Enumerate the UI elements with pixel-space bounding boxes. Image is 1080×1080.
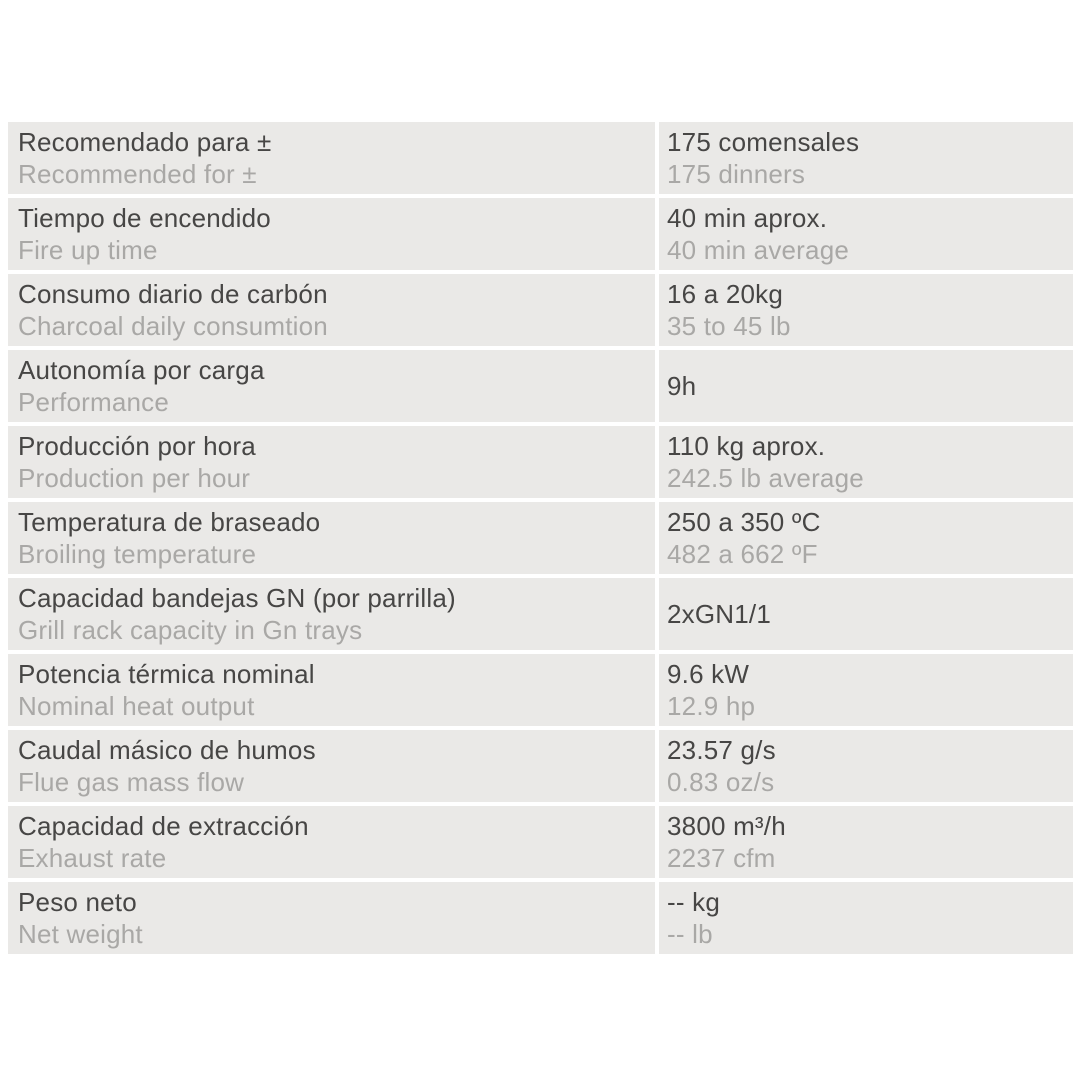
value-secondary: 2237 cfm [667, 843, 776, 873]
label-es: Temperatura de braseado [18, 507, 321, 537]
value-primary: 175 comensales [667, 127, 860, 157]
spec-value-cell: 40 min aprox. 40 min average [659, 198, 1073, 270]
spec-value-cell: 16 a 20kg 35 to 45 lb [659, 274, 1073, 346]
value-primary: 3800 m³/h [667, 811, 786, 841]
value-secondary: 482 a 662 ºF [667, 539, 818, 569]
value-primary: 16 a 20kg [667, 279, 784, 309]
value-primary: 40 min aprox. [667, 203, 828, 233]
spec-label-cell: Temperatura de braseado Broiling tempera… [8, 502, 655, 574]
value-secondary: 35 to 45 lb [667, 311, 791, 341]
spec-label-cell: Caudal másico de humos Flue gas mass flo… [8, 730, 655, 802]
spec-label-cell: Peso neto Net weight [8, 882, 655, 954]
spec-label-cell: Autonomía por carga Performance [8, 350, 655, 422]
label-es: Consumo diario de carbón [18, 279, 328, 309]
label-es: Tiempo de encendido [18, 203, 271, 233]
value-primary: 110 kg aprox. [667, 431, 826, 461]
spec-value-cell: 175 comensales 175 dinners [659, 122, 1073, 194]
label-en: Production per hour [18, 463, 251, 493]
label-en: Nominal heat output [18, 691, 255, 721]
label-en: Net weight [18, 919, 143, 949]
label-es: Peso neto [18, 887, 137, 917]
value-secondary: 175 dinners [667, 159, 806, 189]
label-en: Charcoal daily consumtion [18, 311, 328, 341]
spec-value-cell: 2xGN1/1 [659, 578, 1073, 650]
label-en: Recommended for ± [18, 159, 257, 189]
label-es: Recomendado para ± [18, 127, 272, 157]
label-es: Caudal másico de humos [18, 735, 316, 765]
label-en: Fire up time [18, 235, 158, 265]
spec-value-cell: -- kg -- lb [659, 882, 1073, 954]
label-es: Potencia térmica nominal [18, 659, 315, 689]
value-secondary: 0.83 oz/s [667, 767, 775, 797]
spec-value-cell: 9h [659, 350, 1073, 422]
label-es: Capacidad bandejas GN (por parrilla) [18, 583, 456, 613]
spec-row-net-weight: Peso neto Net weight -- kg -- lb [8, 882, 1073, 954]
spec-row-exhaust-rate: Capacidad de extracción Exhaust rate 380… [8, 806, 1073, 878]
value-primary: 9h [667, 371, 697, 401]
spec-row-nominal-heat-output: Potencia térmica nominal Nominal heat ou… [8, 654, 1073, 726]
spec-value-cell: 3800 m³/h 2237 cfm [659, 806, 1073, 878]
spec-row-broiling-temperature: Temperatura de braseado Broiling tempera… [8, 502, 1073, 574]
label-es: Autonomía por carga [18, 355, 265, 385]
label-es: Capacidad de extracción [18, 811, 309, 841]
spec-label-cell: Tiempo de encendido Fire up time [8, 198, 655, 270]
spec-row-charcoal-consumption: Consumo diario de carbón Charcoal daily … [8, 274, 1073, 346]
value-primary: 2xGN1/1 [667, 599, 772, 629]
spec-row-fire-up-time: Tiempo de encendido Fire up time 40 min … [8, 198, 1073, 270]
spec-row-production-per-hour: Producción por hora Production per hour … [8, 426, 1073, 498]
spec-row-flue-gas-mass-flow: Caudal másico de humos Flue gas mass flo… [8, 730, 1073, 802]
value-secondary: 40 min average [667, 235, 850, 265]
spec-label-cell: Recomendado para ± Recommended for ± [8, 122, 655, 194]
spec-value-cell: 250 a 350 ºC 482 a 662 ºF [659, 502, 1073, 574]
spec-label-cell: Consumo diario de carbón Charcoal daily … [8, 274, 655, 346]
label-en: Grill rack capacity in Gn trays [18, 615, 363, 645]
spec-value-cell: 23.57 g/s 0.83 oz/s [659, 730, 1073, 802]
spec-value-cell: 110 kg aprox. 242.5 lb average [659, 426, 1073, 498]
spec-row-recommended-for: Recomendado para ± Recommended for ± 175… [8, 122, 1073, 194]
spec-value-cell: 9.6 kW 12.9 hp [659, 654, 1073, 726]
label-en: Broiling temperature [18, 539, 257, 569]
label-es: Producción por hora [18, 431, 256, 461]
label-en: Performance [18, 387, 170, 417]
spec-label-cell: Capacidad bandejas GN (por parrilla) Gri… [8, 578, 655, 650]
value-primary: 23.57 g/s [667, 735, 776, 765]
value-secondary: 12.9 hp [667, 691, 756, 721]
spec-label-cell: Potencia térmica nominal Nominal heat ou… [8, 654, 655, 726]
spec-label-cell: Producción por hora Production per hour [8, 426, 655, 498]
value-secondary: 242.5 lb average [667, 463, 864, 493]
label-en: Exhaust rate [18, 843, 167, 873]
spec-row-gn-tray-capacity: Capacidad bandejas GN (por parrilla) Gri… [8, 578, 1073, 650]
label-en: Flue gas mass flow [18, 767, 245, 797]
value-primary: 9.6 kW [667, 659, 750, 689]
value-secondary: -- lb [667, 919, 713, 949]
specifications-table: Recomendado para ± Recommended for ± 175… [8, 122, 1073, 954]
value-primary: 250 a 350 ºC [667, 507, 821, 537]
value-primary: -- kg [667, 887, 720, 917]
spec-label-cell: Capacidad de extracción Exhaust rate [8, 806, 655, 878]
spec-row-performance: Autonomía por carga Performance 9h [8, 350, 1073, 422]
